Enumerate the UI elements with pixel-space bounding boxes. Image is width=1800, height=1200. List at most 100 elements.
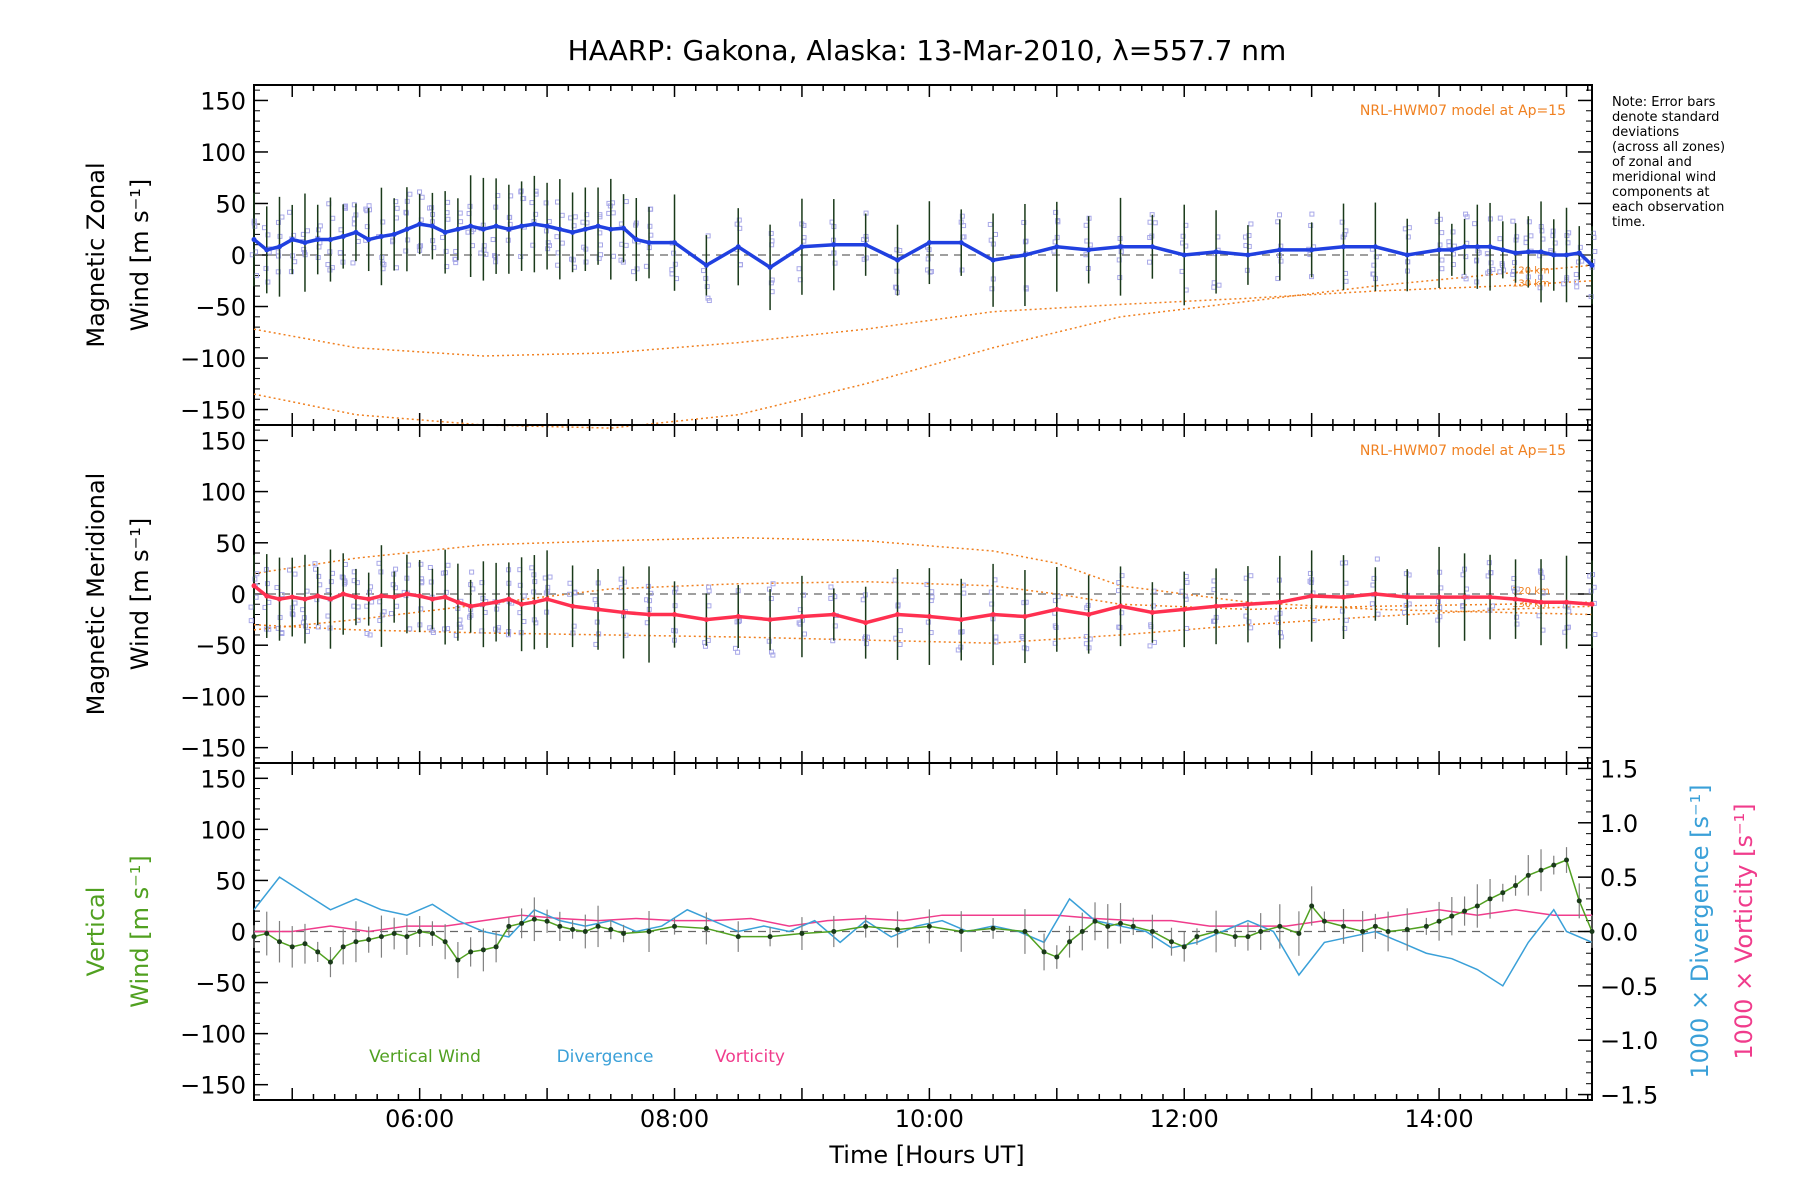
scatter-point bbox=[704, 284, 710, 290]
vertical-wind-point bbox=[1092, 918, 1098, 924]
vertical-wind-point bbox=[1118, 920, 1124, 926]
data-point bbox=[926, 614, 932, 620]
scatter-point bbox=[559, 240, 565, 246]
scatter-point bbox=[993, 639, 999, 645]
vertical-wind-point bbox=[767, 934, 773, 940]
scatter-point bbox=[1307, 570, 1313, 576]
scatter-point bbox=[634, 266, 640, 272]
y-tick-label: 100 bbox=[200, 139, 246, 167]
vertical-wind-point bbox=[1576, 898, 1582, 904]
data-point bbox=[863, 620, 869, 626]
data-point bbox=[378, 593, 384, 599]
scatter-point bbox=[252, 576, 258, 582]
scatter-point bbox=[554, 234, 560, 240]
data-point bbox=[703, 617, 709, 623]
scatter-point bbox=[366, 589, 372, 595]
model-label: NRL-HWM07 model at Ap=15 bbox=[1360, 443, 1566, 459]
y-tick-label: 0 bbox=[231, 242, 246, 270]
scatter-point bbox=[292, 571, 298, 577]
data-point bbox=[353, 594, 359, 600]
vertical-wind-point bbox=[1474, 903, 1480, 909]
data-point bbox=[531, 221, 537, 227]
vertical-wind-point bbox=[442, 939, 448, 945]
scatter-point bbox=[518, 253, 524, 259]
y-tick-label: 0 bbox=[231, 919, 246, 947]
scatter-point bbox=[1248, 221, 1254, 227]
scatter-point bbox=[993, 634, 999, 640]
x-tick-label: 12:00 bbox=[1150, 1105, 1219, 1133]
y2-axis-label: 1000 × Divergence [s⁻¹] bbox=[1686, 784, 1714, 1078]
vertical-wind-point bbox=[799, 931, 805, 937]
scatter-point bbox=[1550, 233, 1556, 239]
data-point bbox=[1372, 244, 1378, 250]
scatter-point bbox=[547, 574, 553, 580]
scatter-point bbox=[254, 571, 260, 577]
vertical-wind-point bbox=[1423, 923, 1429, 929]
vertical-wind-point bbox=[1360, 929, 1366, 934]
data-point bbox=[1277, 599, 1283, 605]
scatter-point bbox=[925, 619, 931, 625]
vertical-wind-point bbox=[1551, 862, 1557, 868]
scatter-point bbox=[567, 580, 573, 586]
vertical-wind-point bbox=[1105, 923, 1111, 929]
scatter-point bbox=[669, 271, 675, 277]
data-point bbox=[672, 240, 678, 246]
data-point bbox=[1474, 244, 1480, 250]
data-point bbox=[1245, 252, 1251, 258]
data-point bbox=[1245, 601, 1251, 607]
data-point bbox=[799, 614, 805, 620]
scatter-point bbox=[832, 260, 838, 266]
data-point bbox=[417, 593, 423, 599]
scatter-point bbox=[1401, 609, 1407, 615]
vertical-wind-point bbox=[480, 947, 486, 953]
scatter-point bbox=[1486, 560, 1492, 566]
vertical-wind-point bbox=[926, 923, 932, 929]
vertical-wind-point bbox=[1385, 929, 1391, 934]
scatter-point bbox=[287, 209, 293, 215]
data-point bbox=[1538, 249, 1544, 255]
scatter-point bbox=[1051, 248, 1057, 254]
data-point bbox=[1054, 244, 1060, 250]
scatter-point bbox=[470, 586, 476, 592]
scatter-point bbox=[621, 579, 627, 585]
data-point bbox=[493, 223, 499, 229]
scatter-point bbox=[1526, 219, 1532, 225]
vertical-wind-point bbox=[582, 929, 588, 934]
data-point bbox=[1589, 262, 1595, 268]
data-point bbox=[1500, 247, 1506, 253]
scatter-point bbox=[1184, 579, 1190, 585]
vertical-wind-point bbox=[251, 934, 257, 940]
scatter-point bbox=[1147, 643, 1153, 649]
scatter-point bbox=[292, 259, 298, 265]
scatter-point bbox=[394, 603, 400, 609]
scatter-point bbox=[407, 626, 413, 632]
scatter-point bbox=[265, 232, 271, 238]
data-point bbox=[302, 240, 308, 246]
note-line: deviations bbox=[1612, 125, 1679, 140]
vertical-wind-point bbox=[570, 926, 576, 932]
data-point bbox=[251, 583, 257, 589]
y2-tick-label: 1.0 bbox=[1600, 810, 1638, 838]
vertical-wind-point bbox=[1213, 929, 1219, 934]
data-point bbox=[442, 594, 448, 600]
scatter-point bbox=[1537, 285, 1543, 291]
scatter-point bbox=[248, 604, 254, 610]
data-point bbox=[378, 233, 384, 239]
scatter-point bbox=[830, 638, 836, 644]
scatter-point bbox=[443, 248, 449, 254]
vertical-wind-point bbox=[264, 931, 270, 937]
note-line: Note: Error bars bbox=[1612, 95, 1716, 110]
scatter-point bbox=[1343, 617, 1349, 623]
scatter-point bbox=[768, 649, 774, 655]
y-tick-label: 50 bbox=[215, 867, 246, 895]
scatter-point bbox=[403, 248, 409, 254]
scatter-point bbox=[440, 234, 446, 240]
y-tick-label: 100 bbox=[200, 479, 246, 507]
vertical-wind-point bbox=[1054, 954, 1060, 960]
data-point bbox=[327, 237, 333, 243]
data-point bbox=[480, 601, 486, 607]
scatter-point bbox=[328, 579, 334, 585]
data-point bbox=[289, 237, 295, 243]
data-point bbox=[429, 223, 435, 229]
data-point bbox=[391, 594, 397, 600]
